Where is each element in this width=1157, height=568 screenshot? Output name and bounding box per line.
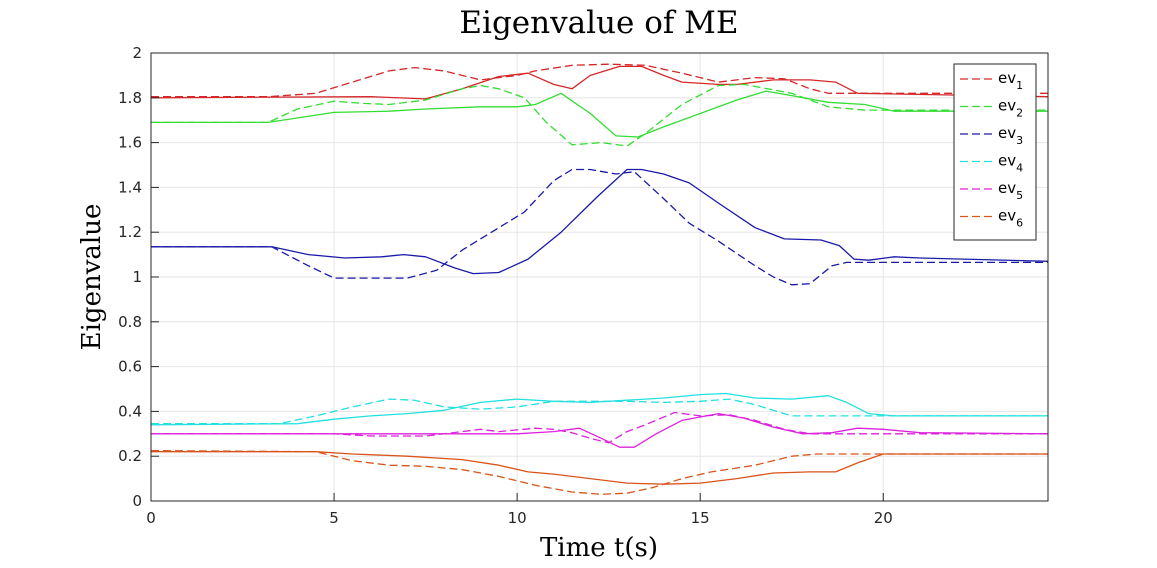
x-tick-label: 5 [329, 509, 339, 527]
x-tick-label: 10 [508, 509, 527, 527]
y-tick-label: 0.4 [118, 402, 142, 420]
legend-label: ev6 [998, 207, 1023, 230]
series-line-9-solid [151, 412, 1049, 448]
series-line-11-solid [151, 451, 1048, 485]
chart-title: Eigenvalue of ME [459, 5, 738, 41]
series-line-4-dashed [151, 168, 1048, 286]
series-line-10-dashed [150, 449, 1048, 495]
series-line-0-dashed [151, 63, 1048, 98]
y-tick-label: 0.2 [118, 447, 142, 465]
legend-label: ev4 [998, 152, 1023, 175]
legend: ev1 ev2 ev3 ev4 ev5 ev6 [953, 63, 1037, 241]
legend-label: ev2 [998, 97, 1023, 120]
y-ticks: 0 0.2 0.4 0.6 0.8 1 1.2 1.4 1.6 1.8 2 [118, 44, 159, 510]
series-line-5-solid [151, 168, 1049, 275]
x-ticks: 0 5 10 15 20 [146, 493, 893, 527]
y-tick-label: 2 [132, 44, 142, 62]
y-tick-label: 0 [132, 492, 142, 510]
series-line-2-dashed [151, 83, 1048, 147]
series-line-3-solid [151, 90, 1048, 138]
y-tick-label: 0.8 [118, 313, 142, 331]
y-tick-label: 1.4 [118, 178, 142, 196]
legend-label: ev3 [998, 124, 1023, 147]
legend-label: ev5 [998, 179, 1023, 202]
x-tick-label: 15 [691, 509, 710, 527]
series-layer [150, 63, 1049, 495]
y-axis-title: Eigenvalue [77, 204, 107, 351]
series-line-7-solid [150, 392, 1048, 426]
y-tick-label: 1.8 [118, 89, 142, 107]
x-tick-label: 20 [874, 509, 893, 527]
x-axis-title: Time t(s) [540, 533, 658, 563]
y-tick-label: 1.2 [118, 223, 142, 241]
x-tick-label: 0 [146, 509, 156, 527]
y-tick-label: 0.6 [118, 358, 142, 376]
legend-box [953, 63, 1037, 241]
series-line-1-solid [150, 65, 1049, 100]
legend-label: ev1 [998, 69, 1023, 92]
y-tick-label: 1 [132, 268, 142, 286]
y-tick-label: 1.6 [118, 134, 142, 152]
